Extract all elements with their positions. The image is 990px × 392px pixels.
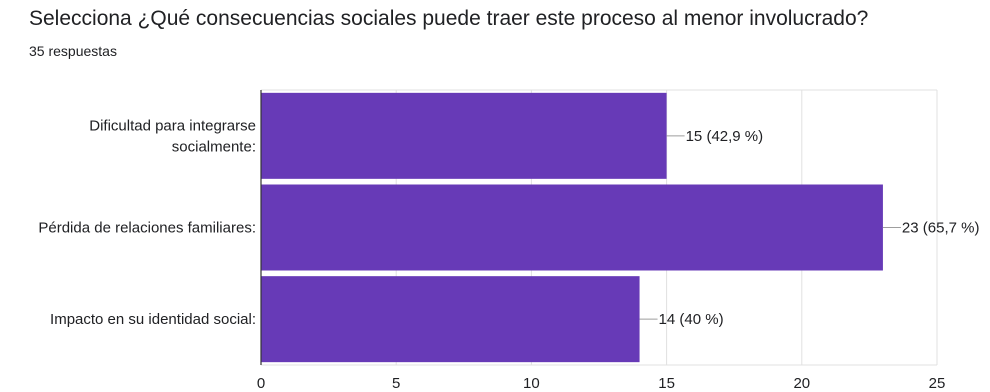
bar-0 xyxy=(261,92,667,179)
category-label-0: Dificultad para integrarse socialmente: xyxy=(89,117,256,155)
bar-1 xyxy=(261,184,883,271)
bar-2 xyxy=(261,276,640,363)
data-label-0: 15 (42,9 %) xyxy=(686,128,764,145)
category-label-1: Pérdida de relaciones familiares: xyxy=(38,220,256,237)
category-label-2: Impacto en su identidad social: xyxy=(50,311,256,328)
x-tick-label-1: 5 xyxy=(392,375,400,392)
x-tick-label-2: 10 xyxy=(523,375,540,392)
chart-title: Selecciona ¿Qué consecuencias sociales p… xyxy=(29,7,869,30)
data-label-1: 23 (65,7 %) xyxy=(902,220,980,237)
x-tick-label-0: 0 xyxy=(257,375,265,392)
x-tick-label-4: 20 xyxy=(793,375,810,392)
x-tick-label-5: 25 xyxy=(929,375,946,392)
x-tick-label-3: 15 xyxy=(658,375,675,392)
response-count: 35 respuestas xyxy=(29,43,117,59)
data-label-2: 14 (40 %) xyxy=(659,311,724,328)
